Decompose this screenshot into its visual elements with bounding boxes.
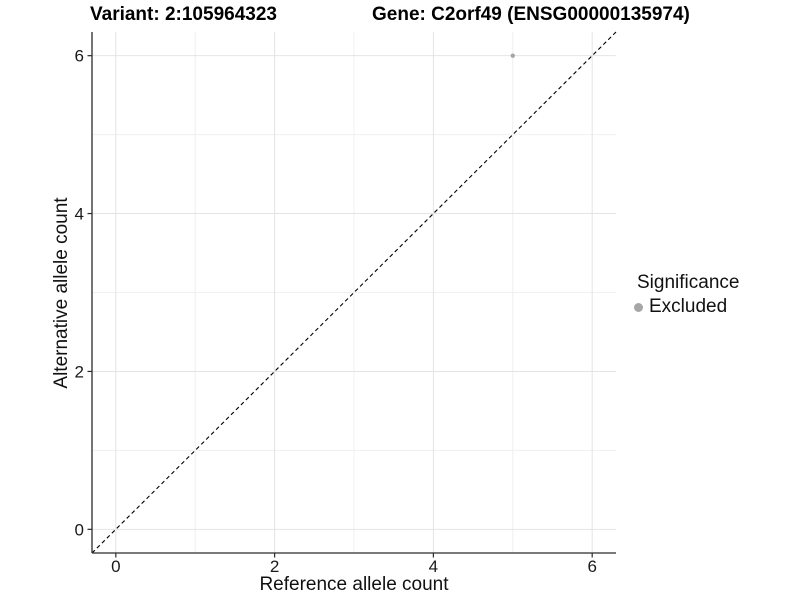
x-axis-title: Reference allele count (259, 574, 449, 595)
x-tick-label: 6 (587, 557, 596, 576)
legend-entry-label: Excluded (649, 296, 728, 317)
y-tick-label: 6 (75, 47, 84, 66)
y-tick-label: 4 (75, 205, 84, 224)
gene-title: Gene: C2orf49 (ENSG00000135974) (372, 4, 690, 25)
y-tick-label: 0 (75, 520, 84, 539)
x-tick-label: 0 (111, 557, 120, 576)
legend-entry: Excluded (634, 296, 739, 318)
variant-title: Variant: 2:105964323 (90, 4, 277, 25)
x-tick-label: 2 (270, 557, 279, 576)
x-tick-label: 4 (429, 557, 438, 576)
y-tick-label: 2 (75, 362, 84, 381)
legend-title: Significance (637, 272, 740, 293)
data-point (510, 53, 515, 58)
legend: Significance Excluded (634, 272, 739, 318)
legend-point-icon (634, 302, 643, 312)
